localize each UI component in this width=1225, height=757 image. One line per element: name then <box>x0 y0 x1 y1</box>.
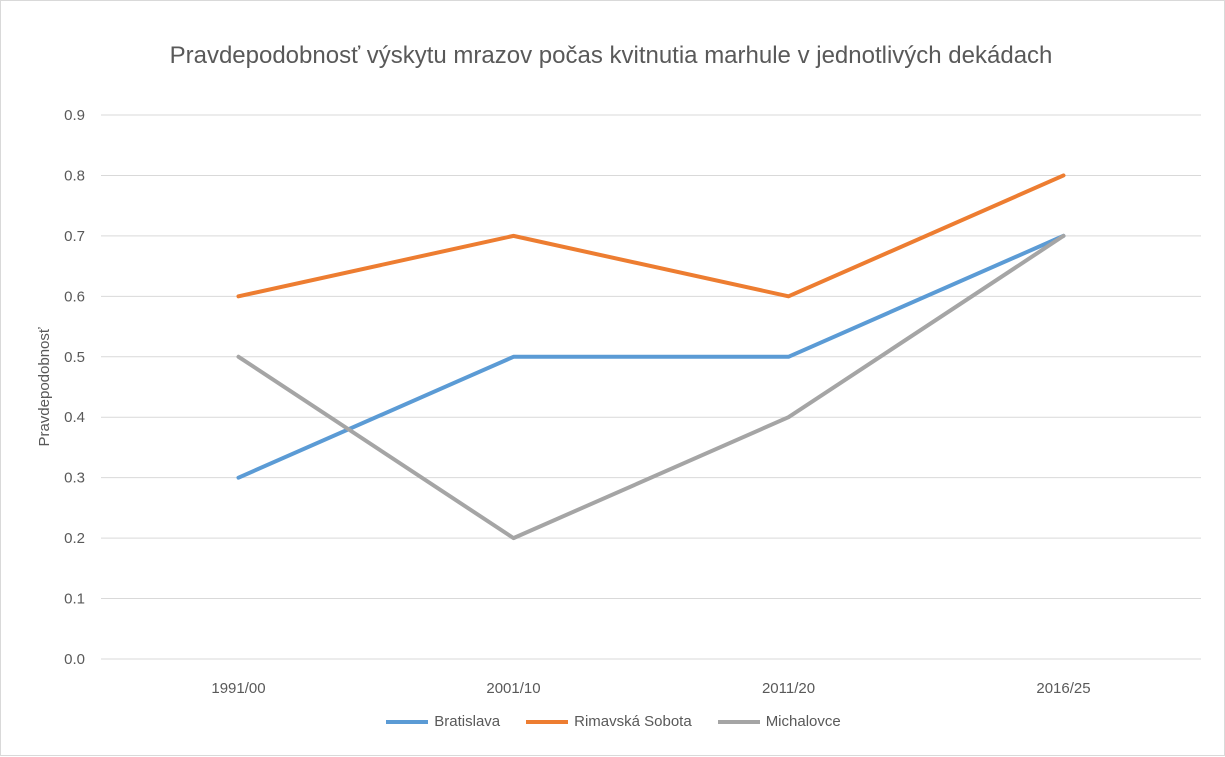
y-tick-label: 0.1 <box>64 591 85 608</box>
y-axis-label: Pravdepodobnosť <box>36 327 53 446</box>
legend-swatch <box>386 720 428 724</box>
x-tick-label: 2011/20 <box>762 680 815 697</box>
y-tick-label: 0.7 <box>64 228 85 245</box>
y-tick-label: 0.5 <box>64 349 85 366</box>
legend-item: Bratislava <box>386 713 500 730</box>
x-tick-labels: 1991/00 2001/10 2011/20 2016/25 <box>211 680 1090 697</box>
y-tick-label: 0.9 <box>64 107 85 124</box>
legend-swatch <box>526 720 568 724</box>
legend-label: Bratislava <box>434 713 500 730</box>
legend-item: Rimavská Sobota <box>526 713 692 730</box>
y-tick-label: 0.4 <box>64 409 85 426</box>
series-line-michalovce <box>239 236 1064 538</box>
y-tick-label: 0.6 <box>64 288 85 305</box>
x-tick-label: 2016/25 <box>1036 680 1090 697</box>
y-tick-label: 0.2 <box>64 530 85 547</box>
gridlines <box>101 115 1201 659</box>
x-tick-label: 1991/00 <box>211 680 265 697</box>
legend: Bratislava Rimavská Sobota Michalovce <box>1 713 1225 730</box>
legend-swatch <box>718 720 760 724</box>
x-tick-label: 2001/10 <box>486 680 540 697</box>
legend-label: Michalovce <box>766 713 841 730</box>
y-tick-labels: 0.0 0.1 0.2 0.3 0.4 0.5 0.6 0.7 0.8 0.9 <box>64 107 85 668</box>
y-tick-label: 0.0 <box>64 651 85 668</box>
legend-item: Michalovce <box>718 713 841 730</box>
legend-label: Rimavská Sobota <box>574 713 692 730</box>
y-tick-label: 0.8 <box>64 167 85 184</box>
y-tick-label: 0.3 <box>64 470 85 487</box>
